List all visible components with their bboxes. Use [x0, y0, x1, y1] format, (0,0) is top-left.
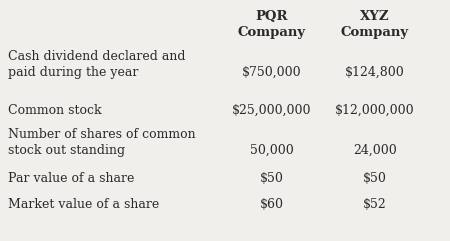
Text: Number of shares of common: Number of shares of common — [8, 128, 196, 141]
Text: Cash dividend declared and: Cash dividend declared and — [8, 50, 185, 63]
Text: Company: Company — [341, 26, 409, 39]
Text: stock out standing: stock out standing — [8, 144, 125, 157]
Text: $124,800: $124,800 — [345, 66, 405, 79]
Text: $12,000,000: $12,000,000 — [335, 104, 415, 117]
Text: 24,000: 24,000 — [353, 144, 397, 157]
Text: 50,000: 50,000 — [250, 144, 294, 157]
Text: Common stock: Common stock — [8, 104, 102, 117]
Text: $750,000: $750,000 — [242, 66, 302, 79]
Text: Company: Company — [238, 26, 306, 39]
Text: $52: $52 — [363, 198, 387, 211]
Text: PQR: PQR — [256, 10, 288, 23]
Text: $25,000,000: $25,000,000 — [232, 104, 312, 117]
Text: $50: $50 — [363, 172, 387, 185]
Text: Market value of a share: Market value of a share — [8, 198, 159, 211]
Text: Par value of a share: Par value of a share — [8, 172, 135, 185]
Text: paid during the year: paid during the year — [8, 66, 139, 79]
Text: XYZ: XYZ — [360, 10, 390, 23]
Text: $50: $50 — [260, 172, 284, 185]
Text: $60: $60 — [260, 198, 284, 211]
